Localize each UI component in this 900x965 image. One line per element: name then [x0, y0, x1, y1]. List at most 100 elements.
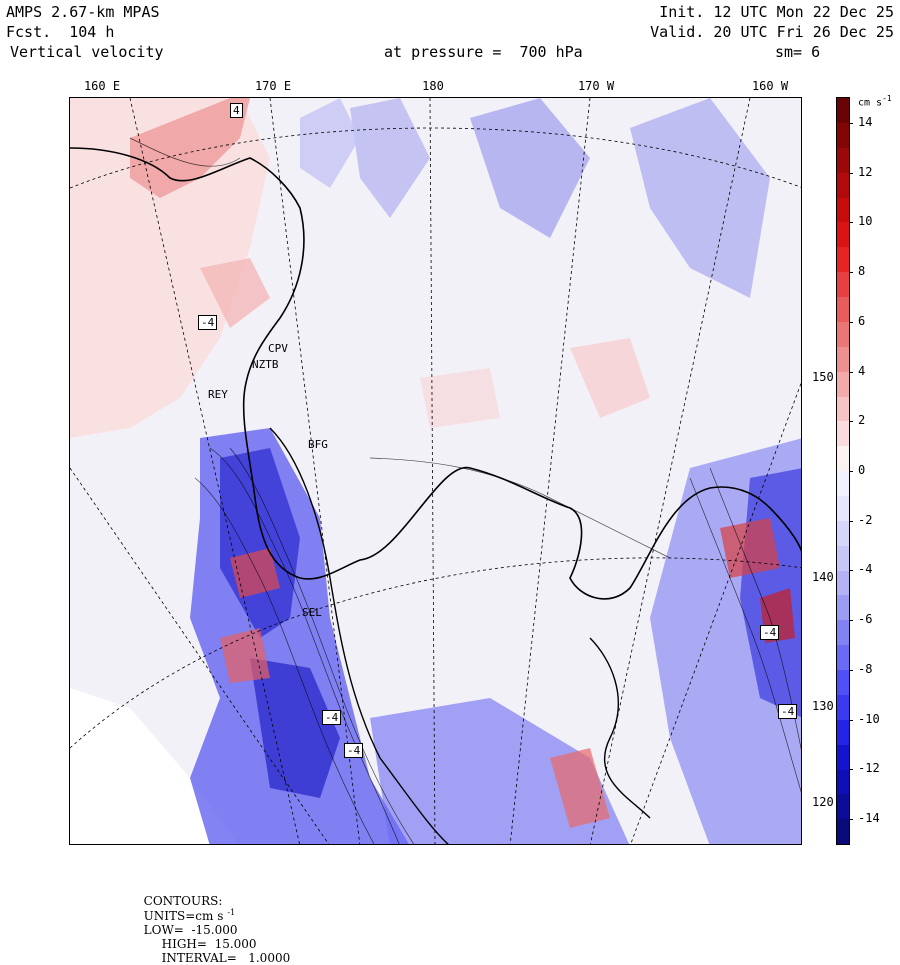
negative-streak-2 — [470, 98, 590, 238]
colorbar-segment — [837, 744, 849, 770]
negative-streak-1 — [350, 98, 430, 218]
colorbar-segment — [837, 222, 849, 248]
colorbar-segment — [837, 769, 849, 795]
colorbar-tick-label: -10 — [858, 711, 880, 726]
colorbar-segment — [837, 371, 849, 397]
positive-patch-1 — [200, 258, 270, 328]
init-time: Init. 12 UTC Mon 22 Dec 25 — [659, 3, 894, 21]
colorbar-tick — [849, 421, 853, 423]
smoothing-label: sm= 6 — [775, 43, 821, 61]
colorbar-tick — [849, 570, 853, 572]
off-domain-area — [70, 688, 239, 844]
positive-patch-3 — [420, 368, 500, 428]
contour-label: -4 — [778, 704, 798, 719]
lon-label-160w: 160 W — [751, 79, 789, 93]
colorbar-tick — [849, 620, 853, 622]
colorbar-segment — [837, 272, 849, 298]
model-title: AMPS 2.67-km MPAS — [6, 3, 160, 21]
colorbar-tick-label: 12 — [858, 164, 873, 179]
forecast-hour: Fcst. 104 h — [6, 23, 115, 41]
colorbar-segment — [837, 794, 849, 820]
contour-info: CONTOURS: UNITS=cm s -1 LOW= -15.000 HIGH… — [136, 880, 294, 965]
contour-label: -4 — [344, 743, 364, 758]
footer-contours: CONTOURS: — [143, 894, 223, 908]
colorbar-tick — [849, 669, 853, 671]
colorbar-tick-label: -6 — [858, 612, 873, 627]
vertical-velocity-map — [70, 98, 801, 844]
positive-blob-3 — [720, 518, 780, 578]
footer-units-text: UNITS=cm s — [143, 909, 224, 923]
colorbar-segment — [837, 495, 849, 521]
valid-time: Valid. 20 UTC Fri 26 Dec 25 — [650, 23, 894, 41]
contour-label: 4 — [230, 103, 243, 118]
colorbar-tick-label: 8 — [858, 264, 866, 279]
colorbar-tick-label: -4 — [858, 562, 873, 577]
colorbar-tick-label: -8 — [858, 661, 873, 676]
station-cpv: CPV — [268, 342, 288, 355]
station-bfg: BFG — [308, 438, 328, 451]
contour-label: -4 — [198, 315, 218, 330]
footer-units-exp: -1 — [227, 908, 236, 917]
positive-blob-1 — [230, 548, 280, 598]
coastline-west — [269, 427, 449, 844]
colorbar-segment — [837, 545, 849, 571]
colorbar-segment — [837, 446, 849, 472]
footer-high: HIGH= 15.000 — [161, 937, 257, 951]
colorbar-segment — [837, 98, 849, 123]
station-nztb: NZTB — [252, 358, 279, 371]
colorbar-tick — [849, 172, 853, 174]
colorbar-tick-label: 4 — [858, 363, 866, 378]
pressure-level: at pressure = 700 hPa — [384, 43, 583, 61]
colorbar-segment — [837, 645, 849, 671]
colorbar-units-exp: -1 — [882, 94, 892, 103]
colorbar-tick-label: 2 — [858, 413, 866, 428]
colorbar-segment — [837, 296, 849, 322]
colorbar-segment — [837, 471, 849, 496]
colorbar-segment — [837, 669, 849, 695]
colorbar-tick — [849, 769, 853, 771]
negative-core-2 — [250, 658, 340, 798]
colorbar-segment — [837, 321, 849, 347]
colorbar-tick — [849, 520, 853, 522]
field-name: Vertical velocity — [10, 43, 164, 61]
colorbar-tick — [849, 471, 853, 472]
colorbar-units: cm s-1 — [858, 94, 892, 108]
station-rey: REY — [208, 388, 228, 401]
colorbar-segment — [837, 122, 849, 148]
station-sel: SEL — [302, 606, 322, 619]
colorbar-tick — [849, 222, 853, 224]
colorbar-tick-label: -14 — [858, 811, 880, 826]
map-panel: CPV NZTB REY BFG SEL -4 -4 -4 4 -4 -4 — [69, 97, 802, 845]
colorbar-tick-label: 6 — [858, 313, 866, 328]
colorbar-tick — [849, 371, 853, 373]
colorbar-tick — [849, 719, 853, 721]
coastline — [70, 147, 801, 600]
colorbar-segment — [837, 520, 849, 546]
colorbar-units-text: cm s — [858, 97, 883, 109]
colorbar-segment — [837, 346, 849, 372]
lon-label-160e: 160 E — [83, 79, 121, 93]
positive-region-nw — [70, 98, 270, 438]
colorbar-segment — [837, 396, 849, 422]
footer-interval: INTERVAL= 1.0000 — [161, 951, 291, 965]
colorbar-segment — [837, 247, 849, 273]
positive-strong-nw — [130, 98, 250, 198]
colorbar-tick-label: -12 — [858, 761, 880, 776]
colorbar-tick — [849, 321, 853, 323]
contour-label: -4 — [760, 625, 780, 640]
lon-label-180: 180 — [422, 79, 444, 93]
colorbar-segment — [837, 620, 849, 646]
colorbar-segment — [837, 147, 849, 173]
footer-low: LOW= -15.000 — [143, 923, 238, 937]
negative-streak-3 — [630, 98, 770, 298]
negative-streak-4 — [300, 98, 360, 188]
colorbar-segment — [837, 421, 849, 447]
colorbar-segment — [837, 694, 849, 720]
positive-blob-2 — [220, 628, 270, 683]
colorbar-tick-label: 14 — [858, 114, 873, 129]
colorbar — [836, 97, 853, 845]
colorbar-segment — [837, 172, 849, 198]
positive-blob-5 — [550, 748, 610, 828]
colorbar-segment — [837, 595, 849, 621]
lon-label-170e: 170 E — [254, 79, 292, 93]
